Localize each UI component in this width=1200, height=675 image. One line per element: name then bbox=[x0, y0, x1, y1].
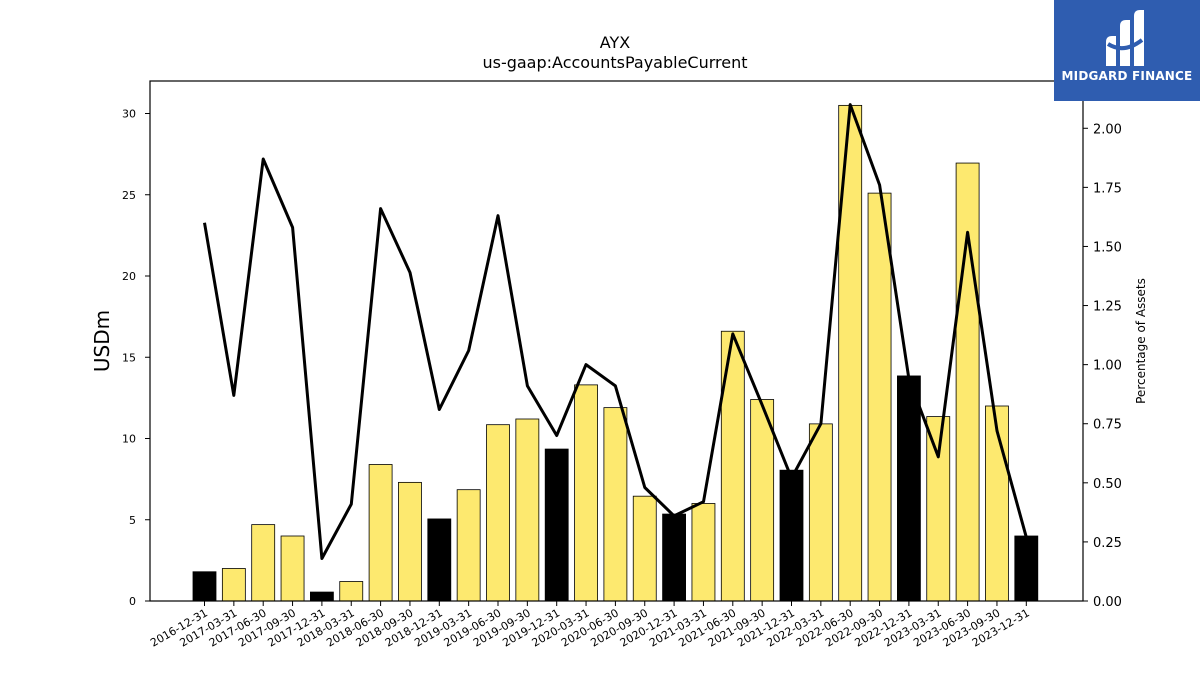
bar-2023-06-30 bbox=[955, 162, 980, 602]
bar-2018-12-31 bbox=[427, 518, 452, 602]
bar-2023-12-31 bbox=[1014, 535, 1039, 602]
bar-2019-12-31 bbox=[544, 448, 569, 602]
bar-2018-06-30 bbox=[368, 464, 393, 602]
bar-2017-03-31 bbox=[221, 568, 246, 602]
y-tick-label: 30 bbox=[122, 108, 136, 121]
logo-text: MIDGARD FINANCE bbox=[1061, 69, 1193, 83]
y2-tick-label: 1.00 bbox=[1093, 359, 1122, 374]
y-tick-label: 15 bbox=[122, 351, 136, 364]
brand-logo: MIDGARD FINANCE bbox=[1054, 0, 1200, 101]
bar-2021-03-31 bbox=[691, 503, 716, 602]
bar-2020-12-31 bbox=[662, 513, 686, 602]
bar-2018-03-31 bbox=[339, 581, 364, 602]
x-axis: 2016-12-312017-03-312017-06-302017-09-30… bbox=[148, 601, 1032, 650]
y2-tick-label: 0.25 bbox=[1093, 536, 1122, 551]
bar-2020-06-30 bbox=[603, 407, 628, 602]
bar-2020-03-31 bbox=[574, 384, 598, 602]
bar-2016-12-31 bbox=[192, 571, 217, 602]
pct-of-assets-line bbox=[203, 103, 1028, 560]
bar-2019-03-31 bbox=[456, 489, 481, 602]
y-tick-label: 20 bbox=[122, 270, 136, 283]
y-axis-right: 0.00 0.25 0.50 0.75 1.00 1.25 1.50 1.75 2.00 bbox=[1083, 122, 1122, 610]
y2-tick-label: 0.00 bbox=[1093, 595, 1122, 610]
chart-subtitle: us-gaap:AccountsPayableCurrent bbox=[482, 53, 747, 72]
bar-2022-09-30 bbox=[867, 192, 892, 602]
pct-line-series bbox=[203, 103, 1028, 560]
y2-tick-label: 2.00 bbox=[1093, 122, 1122, 137]
y2-tick-label: 1.50 bbox=[1093, 240, 1122, 255]
y2-axis-label: Percentage of Assets bbox=[1134, 278, 1148, 404]
logo-mark-icon bbox=[1106, 10, 1144, 66]
y-tick-label: 5 bbox=[129, 514, 136, 527]
bar-2017-09-30 bbox=[280, 535, 305, 602]
y-tick-label: 10 bbox=[122, 433, 136, 446]
bar-2018-09-30 bbox=[398, 481, 422, 602]
bar-2019-06-30 bbox=[486, 424, 510, 602]
bar-2020-09-30 bbox=[632, 495, 657, 602]
y2-tick-label: 0.50 bbox=[1093, 477, 1122, 492]
y2-tick-label: 1.75 bbox=[1093, 181, 1122, 196]
y-axis-left: 0 5 10 15 20 25 30 bbox=[122, 108, 150, 608]
bar-2021-09-30 bbox=[750, 399, 775, 602]
bar-series bbox=[192, 104, 1039, 602]
plot-frame bbox=[149, 80, 1084, 602]
bar-2017-06-30 bbox=[251, 524, 276, 602]
bar-2021-12-31 bbox=[779, 469, 804, 602]
bar-2023-03-31 bbox=[926, 416, 951, 602]
bar-2022-12-31 bbox=[897, 375, 921, 602]
bar-2017-12-31 bbox=[309, 591, 334, 602]
chart-title: AYX bbox=[600, 33, 630, 52]
y2-tick-label: 0.75 bbox=[1093, 418, 1122, 433]
y-axis-label: USDm bbox=[90, 310, 114, 372]
y-tick-label: 0 bbox=[129, 595, 136, 608]
bar-2022-03-31 bbox=[808, 423, 833, 602]
y-tick-label: 25 bbox=[122, 189, 136, 202]
y2-tick-label: 1.25 bbox=[1093, 300, 1122, 315]
bar-2019-09-30 bbox=[515, 418, 540, 602]
